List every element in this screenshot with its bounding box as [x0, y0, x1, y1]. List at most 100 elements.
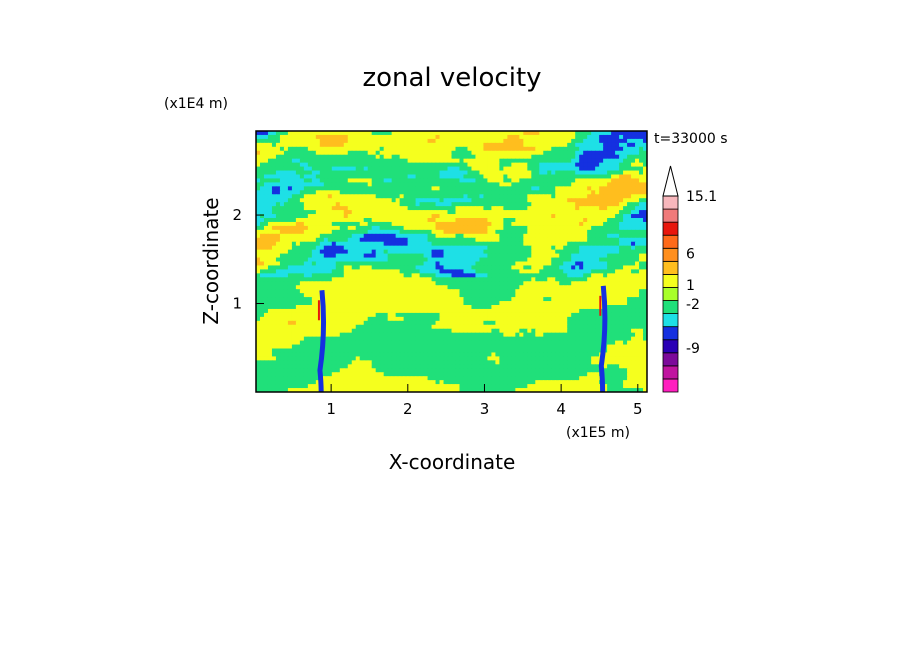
- heatmap-cell: [459, 261, 465, 267]
- heatmap-cell: [335, 285, 341, 290]
- heatmap-cell: [331, 265, 337, 270]
- heatmap-cell: [527, 265, 532, 270]
- heatmap-cell: [427, 214, 433, 219]
- heatmap-cell: [451, 182, 457, 187]
- heatmap-cell: [375, 316, 381, 322]
- heatmap-cell: [619, 253, 624, 259]
- heatmap-cell: [607, 178, 612, 183]
- heatmap-cell: [291, 146, 297, 152]
- heatmap-cell: [603, 253, 608, 259]
- heatmap-cell: [307, 324, 313, 330]
- heatmap-cell: [403, 281, 409, 286]
- heatmap-cell: [423, 257, 429, 263]
- heatmap-cell: [579, 249, 584, 255]
- heatmap-cell: [531, 146, 536, 152]
- heatmap-cell: [507, 257, 512, 263]
- heatmap-cell: [471, 328, 477, 334]
- heatmap-cell: [419, 237, 425, 243]
- heatmap-cell: [256, 249, 261, 255]
- heatmap-cell: [531, 241, 536, 247]
- heatmap-cell: [275, 237, 281, 243]
- heatmap-cell: [611, 261, 616, 267]
- heatmap-cell: [475, 198, 481, 203]
- heatmap-cell: [303, 218, 309, 223]
- heatmap-cell: [307, 134, 313, 140]
- heatmap-cell: [271, 320, 277, 326]
- heatmap-cell: [291, 158, 297, 164]
- heatmap-cell: [591, 210, 596, 215]
- heatmap-cell: [403, 253, 409, 259]
- heatmap-cell: [631, 312, 636, 318]
- heatmap-cell: [411, 237, 417, 243]
- heatmap-cell: [431, 328, 437, 334]
- heatmap-cell: [459, 154, 465, 160]
- heatmap-cell: [547, 241, 552, 247]
- heatmap-cell: [507, 273, 512, 278]
- heatmap-cell: [256, 154, 261, 160]
- heatmap-cell: [431, 182, 437, 187]
- heatmap-cell: [523, 162, 528, 168]
- heatmap-cell: [543, 182, 548, 187]
- heatmap-cell: [475, 277, 481, 282]
- heatmap-cell: [371, 162, 377, 168]
- heatmap-cell: [283, 202, 289, 207]
- heatmap-cell: [419, 131, 425, 136]
- heatmap-cell: [431, 170, 437, 176]
- heatmap-cell: [419, 142, 425, 148]
- heatmap-cell: [623, 293, 628, 298]
- heatmap-cell: [543, 281, 548, 286]
- heatmap-cell: [427, 162, 433, 168]
- heatmap-cell: [407, 154, 413, 160]
- heatmap-cell: [283, 194, 289, 199]
- heatmap-cell: [559, 305, 564, 310]
- heatmap-cell: [351, 202, 357, 207]
- heatmap-cell: [271, 285, 277, 290]
- heatmap-cell: [331, 297, 337, 302]
- heatmap-cell: [439, 308, 445, 314]
- heatmap-cell: [391, 328, 397, 334]
- heatmap-cell: [455, 233, 461, 239]
- heatmap-cell: [447, 214, 453, 219]
- heatmap-cell: [535, 281, 540, 286]
- heatmap-cell: [519, 142, 524, 148]
- heatmap-cell: [399, 198, 405, 203]
- heatmap-cell: [459, 146, 465, 152]
- heatmap-cell: [571, 210, 576, 215]
- heatmap-cell: [471, 253, 477, 259]
- heatmap-cell: [443, 265, 449, 270]
- heatmap-cell: [487, 328, 492, 334]
- heatmap-cell: [419, 289, 425, 294]
- heatmap-cell: [495, 218, 500, 223]
- heatmap-cell: [303, 293, 309, 298]
- heatmap-cell: [487, 198, 492, 203]
- heatmap-cell: [463, 265, 469, 270]
- heatmap-cell: [619, 174, 624, 180]
- heatmap-cell: [351, 261, 357, 267]
- heatmap-cell: [355, 221, 361, 227]
- heatmap-cell: [359, 241, 365, 247]
- heatmap-cell: [395, 134, 401, 140]
- heatmap-cell: [523, 198, 528, 203]
- heatmap-cell: [311, 154, 317, 160]
- heatmap-cell: [347, 221, 353, 227]
- heatmap-cell: [275, 198, 281, 203]
- heatmap-cell: [455, 210, 461, 215]
- heatmap-cell: [643, 245, 647, 251]
- heatmap-cell: [443, 214, 449, 219]
- heatmap-cell: [303, 308, 309, 314]
- heatmap-cell: [523, 190, 528, 195]
- heatmap-cell: [303, 257, 309, 263]
- heatmap-cell: [359, 249, 365, 255]
- heatmap-cell: [256, 162, 261, 168]
- heatmap-cell: [451, 273, 457, 278]
- heatmap-cell: [415, 289, 421, 294]
- heatmap-cell: [471, 297, 477, 302]
- heatmap-cell: [331, 269, 337, 274]
- heatmap-cell: [415, 150, 421, 156]
- heatmap-cell: [375, 308, 381, 314]
- heatmap-cell: [635, 218, 640, 223]
- heatmap-cell: [535, 154, 540, 160]
- heatmap-cell: [555, 241, 560, 247]
- heatmap-cell: [619, 301, 624, 306]
- heatmap-cell: [623, 131, 628, 136]
